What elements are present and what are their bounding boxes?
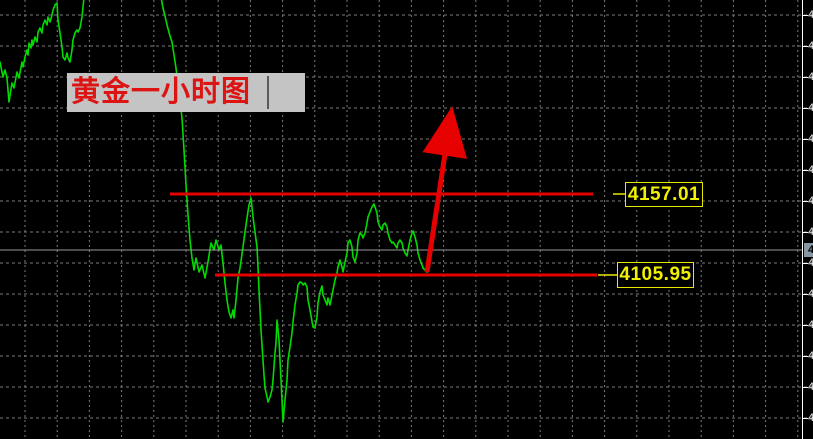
axis-tick <box>803 45 808 47</box>
axis-tick <box>803 231 808 233</box>
axis-tick <box>803 107 808 109</box>
axis-tick-label: 4 <box>808 412 813 424</box>
axis-tick <box>803 355 808 357</box>
resistance-price-value: 4157.01 <box>627 183 701 205</box>
text-cursor <box>267 76 269 109</box>
axis-tick <box>803 14 808 16</box>
axis-tick-label: 4 <box>808 40 813 52</box>
axis-tick <box>803 386 808 388</box>
axis-tick <box>803 293 808 295</box>
axis-tick-label: 4 <box>808 102 813 114</box>
axis-tick-label: 4 <box>808 226 813 238</box>
axis-tick-label: 4 <box>808 257 813 269</box>
resistance-price-tag[interactable]: 4157.01 <box>625 182 703 207</box>
axis-tick-label: 4 <box>808 350 813 362</box>
axis-tick <box>803 324 808 326</box>
axis-tick <box>803 138 808 140</box>
axis-tick <box>803 76 808 78</box>
axis-tick-label: 4 <box>808 133 813 145</box>
axis-tick-label: 4 <box>808 319 813 331</box>
axis-tick <box>803 262 808 264</box>
support-price-tag[interactable]: 4105.95 <box>617 262 694 288</box>
axis-tick-label: 4 <box>808 195 813 207</box>
support-price-value: 4105.95 <box>619 264 692 285</box>
up-arrow-annotation[interactable] <box>422 106 467 273</box>
axis-tick-label: 4 <box>808 71 813 83</box>
axis-tick <box>803 169 808 171</box>
axis-tick <box>803 200 808 202</box>
axis-tick-label: 4 <box>808 164 813 176</box>
axis-tick-label: 4 <box>808 288 813 300</box>
axis-tick <box>803 417 808 419</box>
current-price-marker: 4 <box>804 243 813 257</box>
chart-title-text: 黄金一小时图 <box>71 76 252 108</box>
level-lines <box>170 192 625 277</box>
axis-tick-label: 4 <box>808 9 813 21</box>
chart-title-label[interactable]: 黄金一小时图 <box>67 73 305 112</box>
price-line-series <box>0 0 434 423</box>
axis-tick-label: 4 <box>808 381 813 393</box>
